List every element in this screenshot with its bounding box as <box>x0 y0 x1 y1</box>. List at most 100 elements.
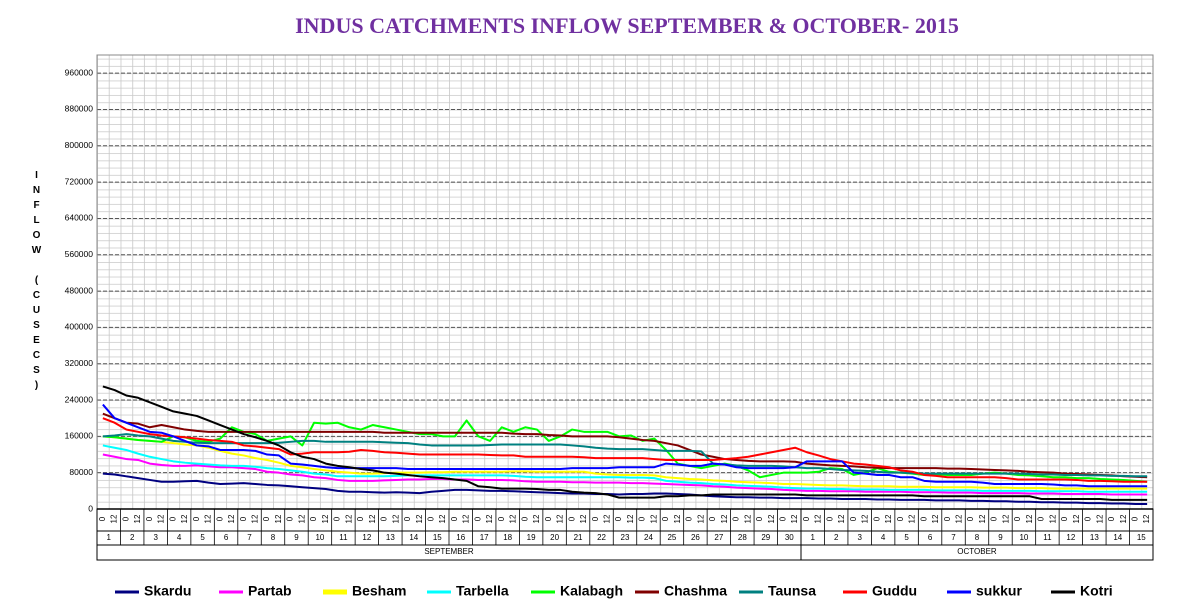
day-label: 18 <box>503 533 512 542</box>
x-tick-label: 0 <box>638 516 647 521</box>
legend-label: Skardu <box>144 583 191 599</box>
x-tick-label: 0 <box>591 516 600 521</box>
x-tick-label: 0 <box>896 516 905 521</box>
x-tick-label: 12 <box>274 514 283 523</box>
x-tick-label: 0 <box>380 516 389 521</box>
day-label: 19 <box>527 533 536 542</box>
month-label: SEPTEMBER <box>424 547 474 556</box>
day-label: 24 <box>644 533 653 542</box>
x-tick-label: 12 <box>344 514 353 523</box>
day-label: 1 <box>811 533 816 542</box>
x-tick-label: 12 <box>837 514 846 523</box>
x-tick-label: 12 <box>251 514 260 523</box>
x-tick-label: 12 <box>391 514 400 523</box>
day-label: 2 <box>130 533 135 542</box>
day-label: 3 <box>153 533 158 542</box>
day-label: 6 <box>224 533 229 542</box>
x-tick-label: 12 <box>321 514 330 523</box>
legend-label: Kotri <box>1080 583 1113 599</box>
x-tick-label: 0 <box>192 516 201 521</box>
x-tick-label: 12 <box>1048 514 1057 523</box>
x-tick-label: 12 <box>767 514 776 523</box>
y-tick-label: 560000 <box>65 249 94 259</box>
y-tick-label: 880000 <box>65 104 94 114</box>
day-label: 2 <box>834 533 839 542</box>
x-tick-label: 0 <box>309 516 318 521</box>
y-tick-label: 720000 <box>65 176 94 186</box>
x-tick-label: 12 <box>462 514 471 523</box>
y-tick-label: 80000 <box>69 467 93 477</box>
x-tick-label: 0 <box>1084 516 1093 521</box>
y-tick-label: 240000 <box>65 394 94 404</box>
x-tick-label: 12 <box>1142 514 1151 523</box>
x-tick-label: 12 <box>649 514 658 523</box>
x-tick-label: 12 <box>884 514 893 523</box>
y-tick-label: 160000 <box>65 431 94 441</box>
day-label: 4 <box>881 533 886 542</box>
x-tick-label: 12 <box>743 514 752 523</box>
day-label: 17 <box>480 533 489 542</box>
y-tick-label: 0 <box>88 503 93 513</box>
day-label: 28 <box>738 533 747 542</box>
day-label: 15 <box>1137 533 1146 542</box>
x-tick-label: 0 <box>544 516 553 521</box>
day-label: 9 <box>998 533 1003 542</box>
x-tick-label: 12 <box>790 514 799 523</box>
x-tick-label: 0 <box>849 516 858 521</box>
y-axis-label: INFLOW (CUSECS) <box>31 170 42 395</box>
x-tick-label: 0 <box>825 516 834 521</box>
day-label: 29 <box>761 533 770 542</box>
day-label: 21 <box>574 533 583 542</box>
series-line <box>102 412 1148 479</box>
x-tick-label: 0 <box>262 516 271 521</box>
series-line <box>102 453 1148 496</box>
x-tick-label: 12 <box>204 514 213 523</box>
x-tick-label: 12 <box>814 514 823 523</box>
x-tick-label: 12 <box>626 514 635 523</box>
x-tick-label: 0 <box>779 516 788 521</box>
month-label: OCTOBER <box>957 547 997 556</box>
x-tick-label: 12 <box>133 514 142 523</box>
day-label: 5 <box>904 533 909 542</box>
day-label: 3 <box>857 533 862 542</box>
series-line <box>102 444 1148 493</box>
day-label: 14 <box>409 533 418 542</box>
x-tick-label: 0 <box>990 516 999 521</box>
x-tick-label: 12 <box>180 514 189 523</box>
legend-label: Partab <box>248 583 292 599</box>
day-label: 6 <box>928 533 933 542</box>
y-tick-label: 480000 <box>65 285 94 295</box>
x-tick-label: 12 <box>603 514 612 523</box>
day-label: 25 <box>667 533 676 542</box>
x-tick-label: 12 <box>415 514 424 523</box>
x-tick-label: 0 <box>286 516 295 521</box>
x-tick-label: 12 <box>1095 514 1104 523</box>
x-tick-label: 0 <box>356 516 365 521</box>
x-tick-label: 12 <box>696 514 705 523</box>
series-line <box>102 403 1148 488</box>
legend-label: Besham <box>352 583 406 599</box>
y-tick-label: 960000 <box>65 67 94 77</box>
legend-label: Tarbella <box>456 583 509 599</box>
x-tick-label: 0 <box>473 516 482 521</box>
y-tick-label: 800000 <box>65 140 94 150</box>
x-tick-label: 12 <box>861 514 870 523</box>
minor-grid <box>97 55 1153 509</box>
series-line <box>102 385 1148 501</box>
x-tick-label: 0 <box>1013 516 1022 521</box>
day-label: 30 <box>785 533 794 542</box>
x-tick-label: 12 <box>978 514 987 523</box>
chart-title: INDUS CATCHMENTS INFLOW SEPTEMBER & OCTO… <box>295 13 959 38</box>
x-tick-label: 12 <box>1072 514 1081 523</box>
x-tick-label: 12 <box>556 514 565 523</box>
x-tick-label: 0 <box>333 516 342 521</box>
x-tick-label: 12 <box>227 514 236 523</box>
x-tick-label: 0 <box>614 516 623 521</box>
x-tick-label: 0 <box>966 516 975 521</box>
x-tick-label: 12 <box>157 514 166 523</box>
series-line <box>102 419 1148 483</box>
x-tick-label: 0 <box>215 516 224 521</box>
day-label: 14 <box>1113 533 1122 542</box>
